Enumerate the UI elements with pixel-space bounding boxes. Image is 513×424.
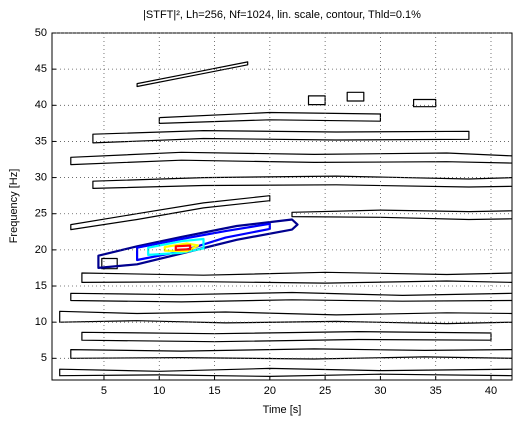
contour-line xyxy=(81,331,492,343)
y-tick-label: 50 xyxy=(35,27,47,39)
contour-line xyxy=(174,244,192,251)
y-tick-label: 30 xyxy=(35,171,47,183)
x-tick-label: 5 xyxy=(101,385,107,397)
plot-area xyxy=(51,32,513,381)
contour-line xyxy=(70,195,271,231)
y-axis-label: Frequency [Hz] xyxy=(8,169,20,244)
y-tick-label: 5 xyxy=(41,352,47,364)
contour-line xyxy=(92,175,512,189)
x-tick-label: 35 xyxy=(430,385,442,397)
contour-line xyxy=(136,61,249,88)
contour-line xyxy=(81,271,512,284)
y-tick-label: 40 xyxy=(35,99,47,111)
contour-line xyxy=(101,257,118,270)
chart-title: |STFT|², Lh=256, Nf=1024, lin. scale, co… xyxy=(143,9,421,21)
contour-line xyxy=(97,218,299,269)
x-tick-label: 15 xyxy=(208,385,220,397)
x-tick-label: 25 xyxy=(319,385,331,397)
contour-line xyxy=(59,310,512,325)
contour-line xyxy=(136,222,271,262)
x-axis-label: Time [s] xyxy=(263,404,302,416)
contour-line xyxy=(413,98,437,108)
y-tick-label: 15 xyxy=(35,280,47,292)
y-tick-label: 35 xyxy=(35,135,47,147)
contour-line xyxy=(59,367,512,377)
contour-line xyxy=(92,130,470,144)
contour-line xyxy=(291,209,512,221)
contour-line xyxy=(346,91,365,102)
contour-line xyxy=(307,95,326,106)
y-tick-label: 10 xyxy=(35,316,47,328)
x-tick-label: 10 xyxy=(153,385,165,397)
y-tick-label: 45 xyxy=(35,63,47,75)
y-tick-label: 20 xyxy=(35,244,47,256)
contour-layer xyxy=(59,61,512,377)
contour-line xyxy=(147,237,205,256)
x-tick-label: 40 xyxy=(485,385,497,397)
x-tick-label: 20 xyxy=(264,385,276,397)
contour-line xyxy=(70,291,512,303)
x-tick-label: 30 xyxy=(374,385,386,397)
y-tick-label: 25 xyxy=(35,208,47,220)
